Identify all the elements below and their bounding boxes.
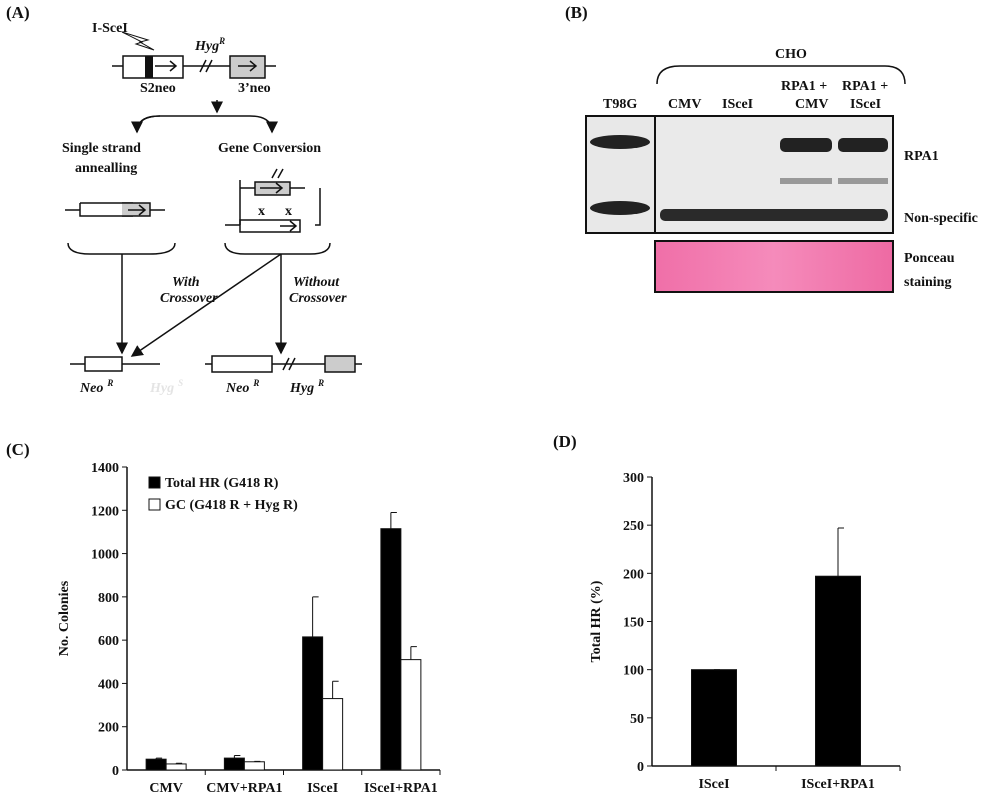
bar xyxy=(165,763,187,771)
x-tick-label: ISceI xyxy=(698,777,729,792)
legend-swatch xyxy=(148,498,161,511)
label: Ponceau xyxy=(904,251,955,266)
y-axis-label: Total HR (%) xyxy=(589,580,604,662)
y-tick-label: 1400 xyxy=(91,461,119,476)
label: HygR xyxy=(194,36,225,54)
bar xyxy=(145,758,167,771)
legend-label: Total HR (G418 R) xyxy=(165,476,279,491)
bar xyxy=(322,698,344,771)
label: CHO xyxy=(775,47,807,62)
panel-label: (C) xyxy=(6,440,30,459)
label: S2neo xyxy=(140,81,176,96)
bar xyxy=(223,757,245,771)
legend-swatch xyxy=(148,476,161,489)
annotation: Crossover xyxy=(160,291,218,306)
y-tick-label: 100 xyxy=(623,664,644,679)
band-label: RPA1 xyxy=(904,149,939,164)
error-bar xyxy=(837,527,844,577)
label: staining xyxy=(904,275,951,290)
error-bar xyxy=(410,646,417,660)
lane-label: T98G xyxy=(603,97,637,112)
bar xyxy=(380,528,402,771)
y-tick-label: 1000 xyxy=(91,548,119,563)
annotation: Without xyxy=(293,275,340,290)
bar xyxy=(815,575,861,767)
y-tick-label: 300 xyxy=(623,471,644,486)
panel-label: (B) xyxy=(565,3,588,22)
label: I-SceI xyxy=(92,21,128,36)
bar xyxy=(400,659,422,771)
error-bar xyxy=(175,762,183,764)
label: Hyg S xyxy=(149,378,183,396)
error-bar xyxy=(155,757,163,760)
x-tick-label: CMV+RPA1 xyxy=(206,781,282,796)
blot: CHO T98G CMV ISceI RPA1 + CMV RPA1 + ISc… xyxy=(585,47,978,293)
y-tick-label: 1200 xyxy=(91,504,119,519)
y-tick-label: 600 xyxy=(98,634,119,649)
lane-label: CMV xyxy=(795,97,828,112)
bar xyxy=(302,636,324,771)
lane-label: RPA1 + xyxy=(842,79,888,94)
label: annealling xyxy=(75,161,137,176)
label: 3’neo xyxy=(238,81,271,96)
lane-label: ISceI xyxy=(850,97,881,112)
label: Gene Conversion xyxy=(218,141,321,156)
y-tick-label: 800 xyxy=(98,591,119,606)
annotation: Crossover xyxy=(289,291,347,306)
y-axis-label: No. Colonies xyxy=(57,580,72,656)
y-tick-label: 50 xyxy=(630,712,644,727)
x-tick-label: ISceI+RPA1 xyxy=(364,781,438,796)
cross-mark: x xyxy=(258,204,265,219)
error-bar xyxy=(233,754,241,759)
lane-label: ISceI xyxy=(722,97,753,112)
lightning xyxy=(121,31,155,51)
x-tick-label: ISceI xyxy=(307,781,338,796)
lane-label: RPA1 + xyxy=(781,79,827,94)
x-tick-label: ISceI+RPA1 xyxy=(801,777,875,792)
label: Neo R xyxy=(225,378,259,396)
y-tick-label: 250 xyxy=(623,519,644,534)
y-tick-label: 200 xyxy=(623,567,644,582)
legend-label: GC (G418 R + Hyg R) xyxy=(165,498,298,513)
error-bar xyxy=(312,596,319,637)
diagram: I-SceI HygR S2neo 3’neo Single strand an… xyxy=(62,21,362,396)
y-tick-label: 200 xyxy=(98,721,119,736)
error-bar xyxy=(332,680,339,699)
y-tick-label: 400 xyxy=(98,677,119,692)
x-tick-label: CMV xyxy=(149,781,182,796)
lane-label: CMV xyxy=(668,97,701,112)
y-tick-label: 150 xyxy=(623,616,644,631)
panel-label: (A) xyxy=(6,3,30,22)
label: Single strand xyxy=(62,141,141,156)
error-bar xyxy=(390,511,397,529)
cross-mark: x xyxy=(285,204,292,219)
bar xyxy=(691,669,737,767)
label: Neo R xyxy=(79,378,113,396)
y-tick-label: 0 xyxy=(112,764,119,779)
band-label: Non-specific xyxy=(904,211,978,226)
y-tick-label: 0 xyxy=(637,760,644,775)
annotation: With xyxy=(172,275,200,290)
bar xyxy=(243,761,265,771)
panel-label: (D) xyxy=(553,432,577,451)
